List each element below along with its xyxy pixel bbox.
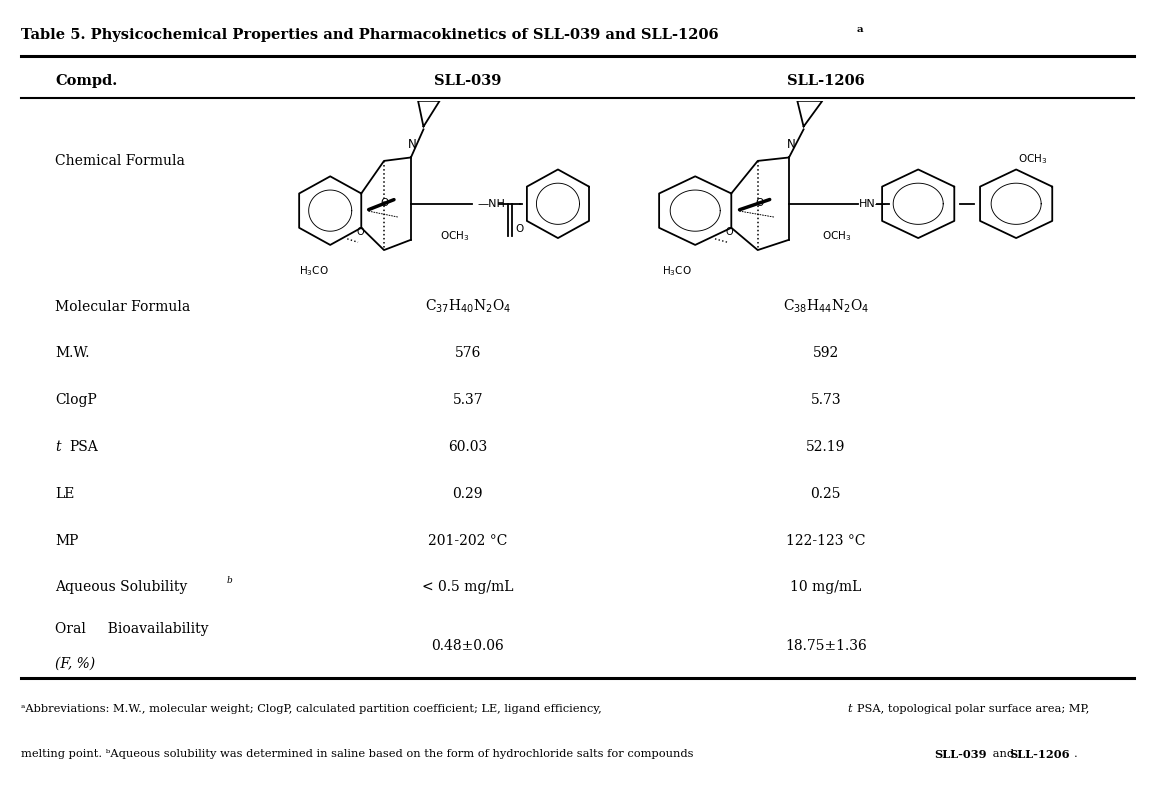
Text: 60.03: 60.03 <box>448 440 487 454</box>
Text: 592: 592 <box>813 346 839 361</box>
Text: O: O <box>755 198 763 207</box>
Text: < 0.5 mg/mL: < 0.5 mg/mL <box>422 580 514 595</box>
Text: O: O <box>381 198 389 207</box>
Text: Compd.: Compd. <box>55 74 118 88</box>
Text: 0.25: 0.25 <box>811 487 841 501</box>
Text: t: t <box>55 440 61 454</box>
Text: OCH$_3$: OCH$_3$ <box>1019 153 1048 166</box>
Text: Table 5. Physicochemical Properties and Pharmacokinetics of SLL-039 and SLL-1206: Table 5. Physicochemical Properties and … <box>21 28 718 42</box>
Text: 10 mg/mL: 10 mg/mL <box>790 580 862 595</box>
Text: ClogP: ClogP <box>55 393 97 408</box>
Text: O: O <box>515 224 524 235</box>
Text: SLL-039: SLL-039 <box>934 749 986 760</box>
Text: b: b <box>226 575 232 585</box>
Text: (F, %): (F, %) <box>55 656 96 671</box>
Text: O: O <box>356 227 364 237</box>
Text: 0.29: 0.29 <box>453 487 483 501</box>
Text: OCH$_3$: OCH$_3$ <box>440 229 469 243</box>
Text: 576: 576 <box>455 346 480 361</box>
Text: C$_{38}$H$_{44}$N$_2$O$_4$: C$_{38}$H$_{44}$N$_2$O$_4$ <box>783 298 869 316</box>
Text: H$_3$CO: H$_3$CO <box>299 264 329 278</box>
Text: 52.19: 52.19 <box>806 440 845 454</box>
Text: N: N <box>787 138 796 151</box>
Text: 5.37: 5.37 <box>453 393 483 408</box>
Text: .: . <box>1074 749 1078 759</box>
Text: and: and <box>989 749 1018 759</box>
Text: a: a <box>857 25 864 34</box>
Text: Aqueous Solubility: Aqueous Solubility <box>55 580 188 595</box>
Text: ᵃAbbreviations: M.W., molecular weight; ClogP, calculated partition coefficient;: ᵃAbbreviations: M.W., molecular weight; … <box>21 704 605 713</box>
Text: M.W.: M.W. <box>55 346 90 361</box>
Text: OCH$_3$: OCH$_3$ <box>822 229 851 243</box>
Text: 18.75±1.36: 18.75±1.36 <box>785 638 866 653</box>
Text: PSA, topological polar surface area; MP,: PSA, topological polar surface area; MP, <box>857 704 1089 713</box>
Text: 5.73: 5.73 <box>811 393 841 408</box>
Text: N: N <box>409 138 417 151</box>
Text: PSA: PSA <box>69 440 98 454</box>
Text: Chemical Formula: Chemical Formula <box>55 154 185 169</box>
Text: SLL-1206: SLL-1206 <box>787 74 865 88</box>
Text: 0.48±0.06: 0.48±0.06 <box>432 638 504 653</box>
Text: Oral     Bioavailability: Oral Bioavailability <box>55 622 209 637</box>
Text: C$_{37}$H$_{40}$N$_2$O$_4$: C$_{37}$H$_{40}$N$_2$O$_4$ <box>425 298 511 316</box>
Text: 201-202 °C: 201-202 °C <box>429 533 507 548</box>
Text: melting point. ᵇAqueous solubility was determined in saline based on the form of: melting point. ᵇAqueous solubility was d… <box>21 749 696 759</box>
Text: SLL-1206: SLL-1206 <box>1009 749 1070 760</box>
Text: HN—: HN— <box>858 199 887 209</box>
Text: MP: MP <box>55 533 79 548</box>
Text: SLL-039: SLL-039 <box>434 74 501 88</box>
Text: O: O <box>725 227 732 237</box>
Text: H$_3$CO: H$_3$CO <box>662 264 692 278</box>
Text: Molecular Formula: Molecular Formula <box>55 299 191 314</box>
Text: 122-123 °C: 122-123 °C <box>787 533 865 548</box>
Text: —NH: —NH <box>477 199 505 209</box>
Text: t: t <box>848 704 852 713</box>
Text: LE: LE <box>55 487 75 501</box>
